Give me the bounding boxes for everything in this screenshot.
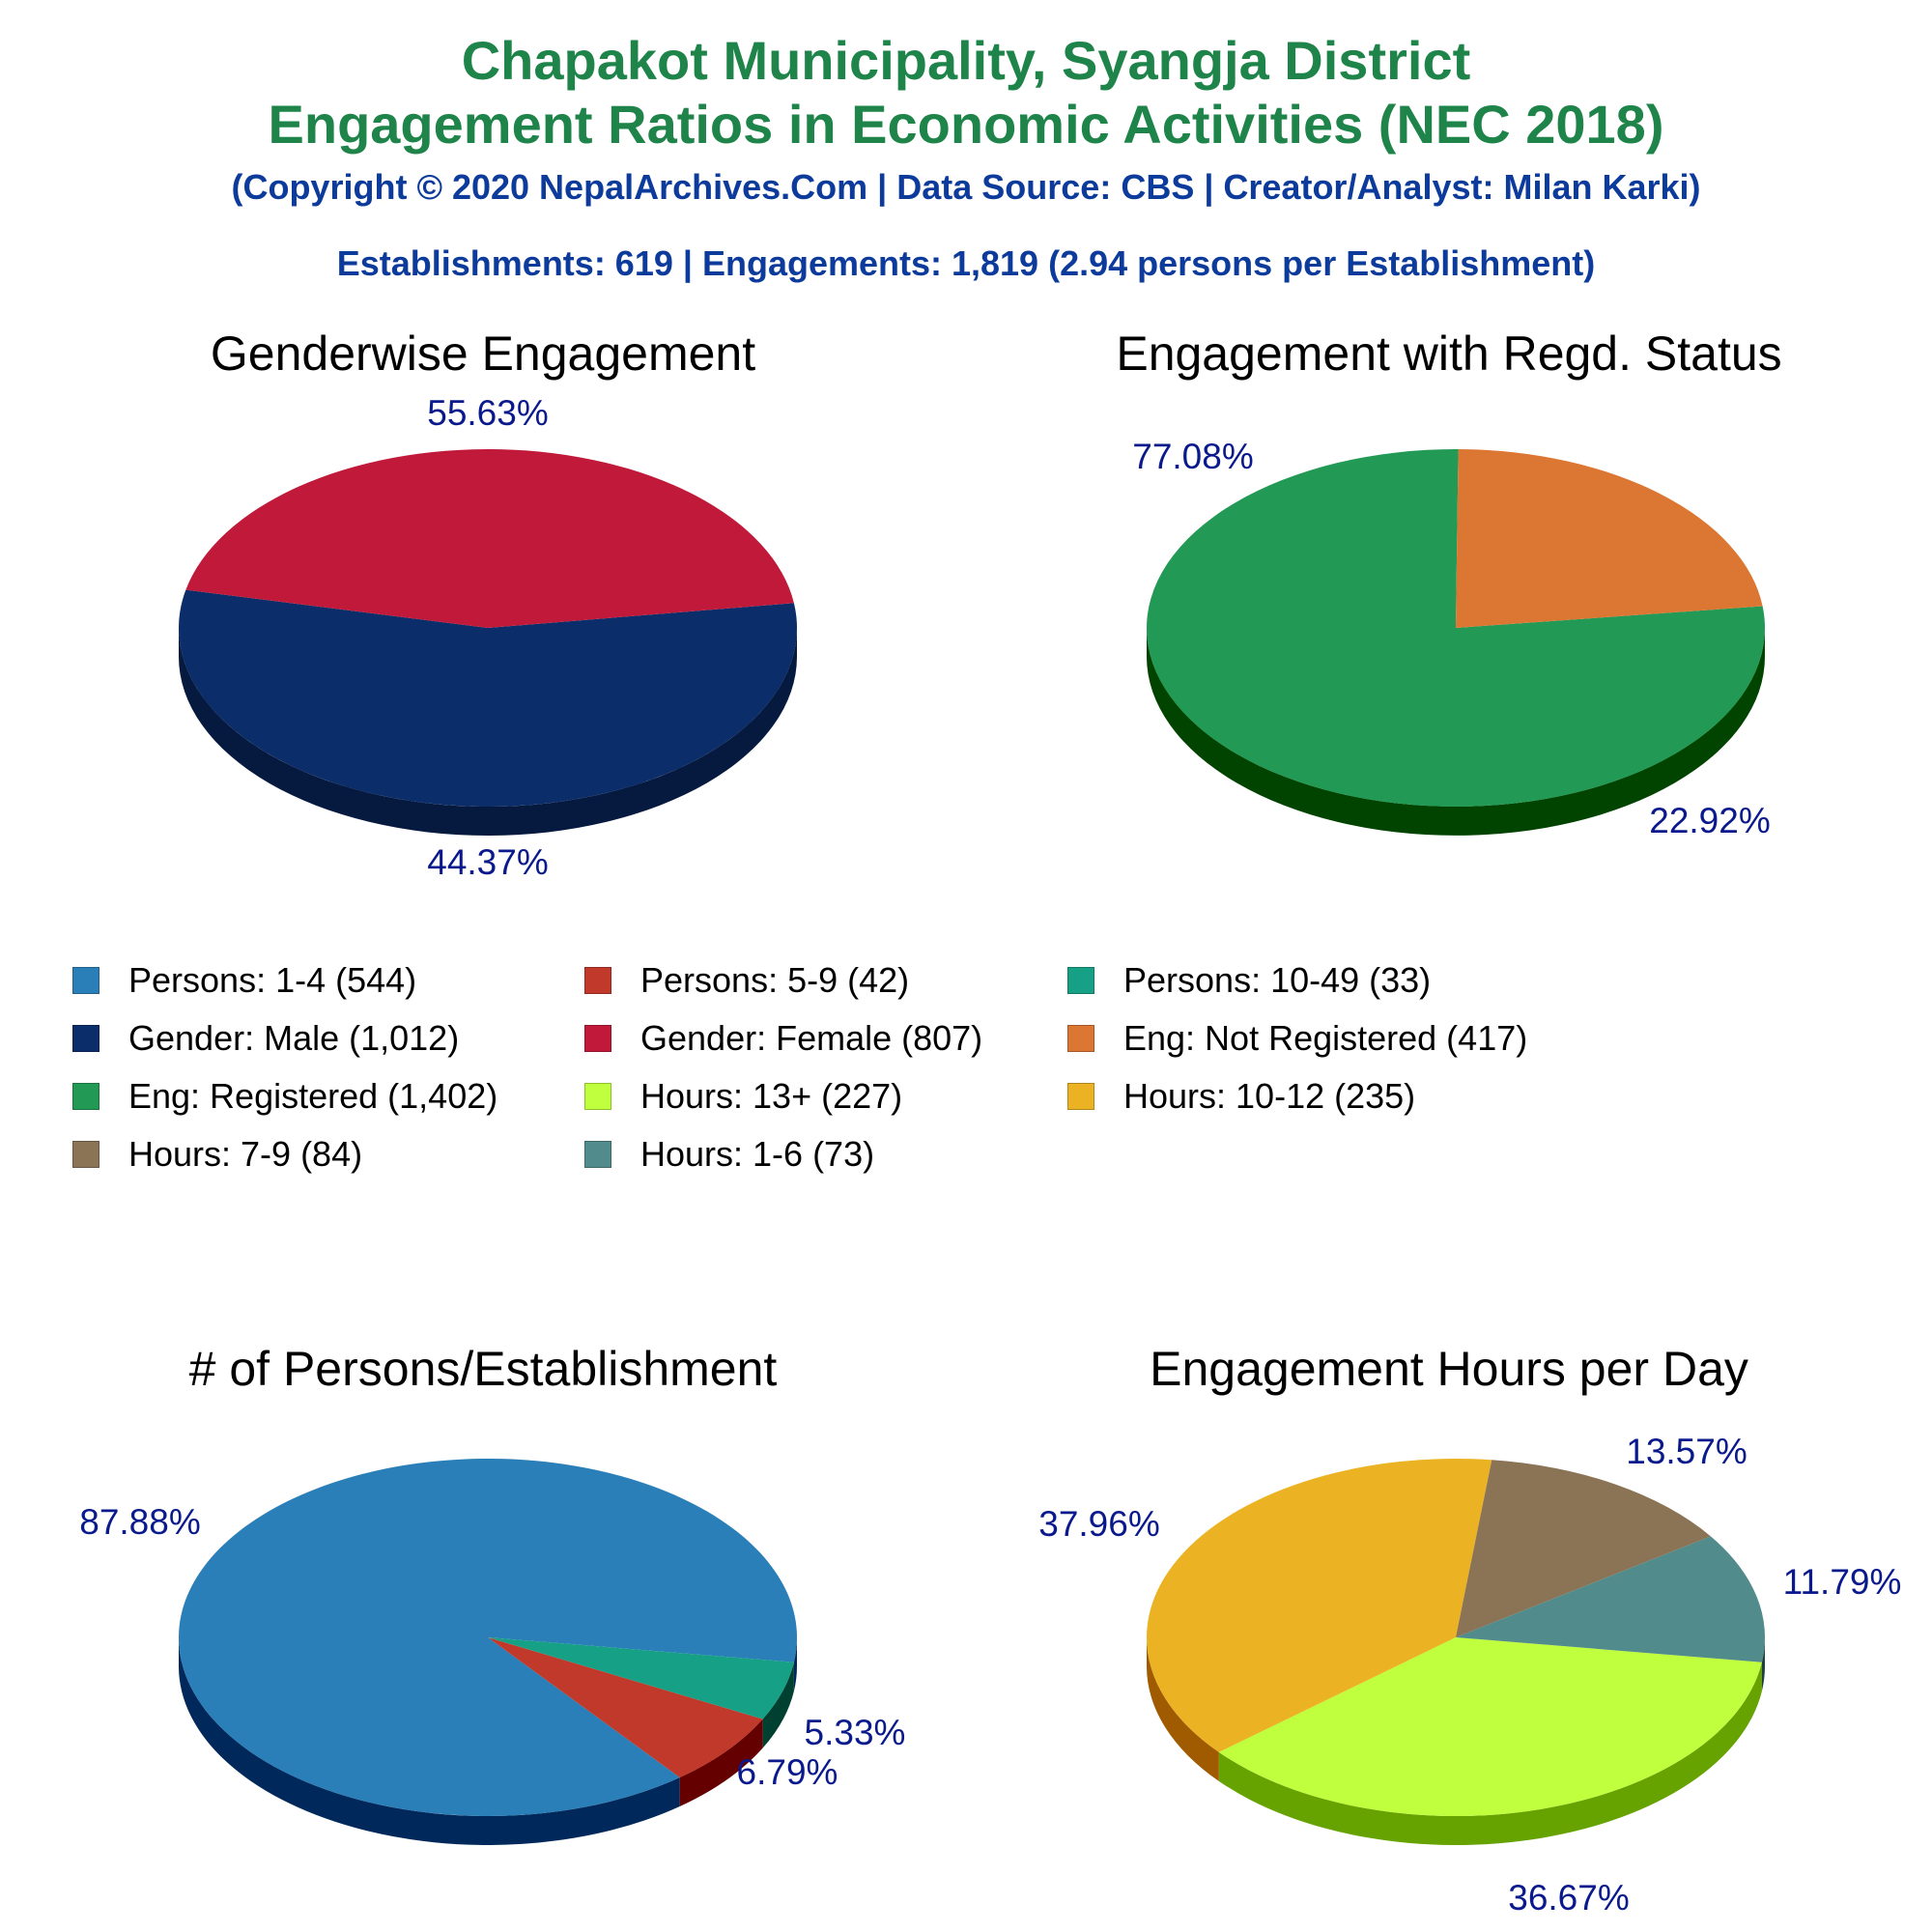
legend-item: Hours: 13+ (227) [584, 1072, 902, 1121]
pie-chart-0: 55.63% 44.37% [178, 393, 798, 882]
chart-title-gender: Genderwise Engagement [210, 327, 756, 381]
legend-item: Persons: 10-49 (33) [1067, 956, 1431, 1005]
pie-side-wall [679, 1719, 763, 1807]
pie-slice [1147, 1459, 1492, 1752]
pie-slice [1456, 449, 1763, 628]
pie-pct-label: 13.57% [1626, 1432, 1747, 1471]
legend-item: Eng: Registered (1,402) [72, 1072, 497, 1121]
pie-slice [185, 449, 794, 628]
pie-slice [179, 1459, 798, 1816]
legend-swatch [72, 1083, 99, 1110]
legend-label: Persons: 10-49 (33) [1123, 960, 1432, 1000]
pie-slice [1456, 1536, 1765, 1662]
pie-slice [488, 1637, 794, 1719]
pie-side-wall [1147, 1637, 1219, 1781]
legend-label: Gender: Male (1,012) [128, 1018, 460, 1058]
main-title-line1: Chapakot Municipality, Syangja District [461, 30, 1471, 91]
pie-slice [1456, 1460, 1711, 1637]
legend-item: Hours: 1-6 (73) [584, 1130, 874, 1179]
pie-pct-label: 77.08% [1132, 437, 1254, 476]
legend-item: Hours: 10-12 (235) [1067, 1072, 1415, 1121]
legend-label: Hours: 1-6 (73) [640, 1134, 875, 1174]
legend-label: Eng: Not Registered (417) [1123, 1018, 1528, 1058]
chart-title-hours: Engagement Hours per Day [1150, 1342, 1748, 1396]
legend-swatch [1067, 1083, 1094, 1110]
legend-label: Hours: 7-9 (84) [128, 1134, 363, 1174]
pie-pct-label: 22.92% [1649, 801, 1771, 840]
legend-swatch [584, 967, 611, 994]
pie-pct-label: 36.67% [1508, 1878, 1630, 1918]
legend-label: Eng: Registered (1,402) [128, 1076, 498, 1116]
pie-pct-label: 6.79% [737, 1752, 838, 1792]
legend-item: Gender: Female (807) [584, 1014, 982, 1063]
legend-swatch [1067, 1025, 1094, 1052]
legend-swatch [584, 1025, 611, 1052]
pie-pct-label: 87.88% [79, 1502, 201, 1542]
pie-chart-3: 36.67% 37.96% 13.57% 11.79% [1038, 1432, 1901, 1918]
pie-side-wall [793, 1637, 797, 1691]
pie-pct-label: 37.96% [1038, 1504, 1160, 1544]
summary-line: Establishments: 619 | Engagements: 1,819… [336, 243, 1596, 283]
pie-side-wall [1218, 1662, 1762, 1846]
legend-label: Hours: 10-12 (235) [1123, 1076, 1416, 1116]
pie-slice [1218, 1637, 1762, 1816]
pie-pct-label: 44.37% [427, 842, 549, 882]
main-title-line2: Engagement Ratios in Economic Activities… [268, 94, 1664, 155]
legend-label: Persons: 5-9 (42) [640, 960, 910, 1000]
legend-swatch [1067, 967, 1094, 994]
pie-pct-label: 11.79% [1783, 1562, 1902, 1602]
pie-side-wall [179, 628, 797, 836]
pie-side-wall [1761, 1637, 1765, 1691]
pie-side-wall [179, 1637, 680, 1845]
pie-slice [488, 1637, 763, 1778]
legend-label: Hours: 13+ (227) [640, 1076, 903, 1116]
legend-item: Persons: 1-4 (544) [72, 956, 416, 1005]
legend-swatch [72, 967, 99, 994]
pie-chart-2: 87.88% 6.79%5.33% [79, 1459, 905, 1845]
pie-side-wall [1147, 628, 1765, 836]
legend-swatch [584, 1141, 611, 1168]
chart-title-registration: Engagement with Regd. Status [1116, 327, 1782, 381]
pie-pct-label: 5.33% [805, 1713, 906, 1752]
legend-swatch [72, 1025, 99, 1052]
pie-chart-1: 77.08% 22.92% [1132, 437, 1771, 840]
legend-swatch [584, 1083, 611, 1110]
legend-swatch [72, 1141, 99, 1168]
copyright-line: (Copyright © 2020 NepalArchives.Com | Da… [231, 167, 1701, 207]
pie-side-wall [762, 1662, 794, 1748]
legend-label: Gender: Female (807) [640, 1018, 983, 1058]
legend-label: Persons: 1-4 (544) [128, 960, 417, 1000]
chart-title-persons: # of Persons/Establishment [188, 1342, 778, 1396]
legend-item: Persons: 5-9 (42) [584, 956, 909, 1005]
legend-item: Gender: Male (1,012) [72, 1014, 459, 1063]
legend-item: Eng: Not Registered (417) [1067, 1014, 1527, 1063]
legend-item: Hours: 7-9 (84) [72, 1130, 362, 1179]
pie-slice [178, 589, 798, 808]
pie-pct-label: 55.63% [427, 393, 549, 433]
